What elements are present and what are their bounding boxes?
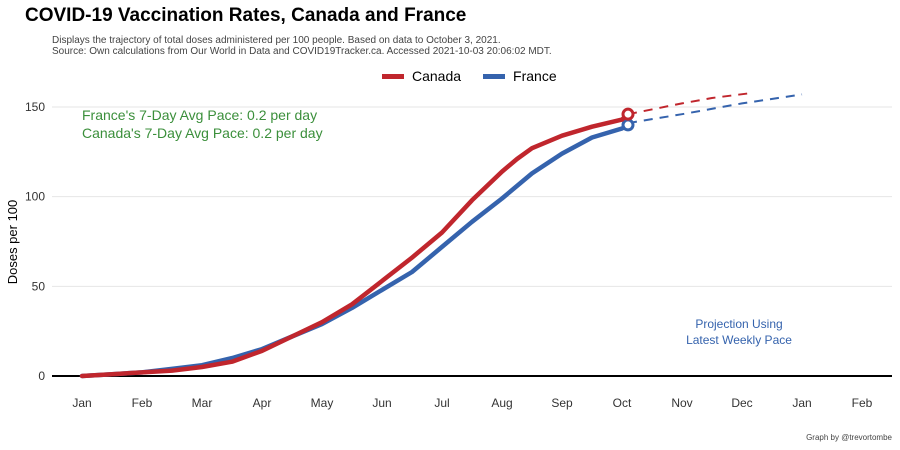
annotation-0: France's 7-Day Avg Pace: 0.2 per day xyxy=(82,107,317,123)
x-tick-label-sep-8: Sep xyxy=(551,396,573,410)
legend-label-canada: Canada xyxy=(412,68,462,84)
x-tick-label-jan-0: Jan xyxy=(72,396,91,410)
legend-item-canada: Canada xyxy=(382,68,461,84)
annotation-1: Canada's 7-Day Avg Pace: 0.2 per day xyxy=(82,125,323,141)
x-tick-label-apr-3: Apr xyxy=(253,396,272,410)
x-tick-label-oct-9: Oct xyxy=(613,396,632,410)
legend-swatch-france xyxy=(483,73,506,79)
y-tick-label-150: 150 xyxy=(25,100,45,114)
projection-line-canada xyxy=(627,91,755,116)
x-tick-label-mar-2: Mar xyxy=(192,396,213,410)
x-tick-label-aug-7: Aug xyxy=(491,396,512,410)
subtitle-line-2: Source: Own calculations from Our World … xyxy=(52,46,552,57)
x-tick-label-may-4: May xyxy=(311,396,334,410)
x-tick-label-dec-11: Dec xyxy=(731,396,752,410)
annotation-2: Projection Using xyxy=(695,317,782,331)
chart-credit: Graph by @trevortombe xyxy=(806,433,892,442)
x-tick-label-feb-13: Feb xyxy=(852,396,873,410)
subtitle-line-1: Displays the trajectory of total doses a… xyxy=(52,35,501,46)
legend-label-france: France xyxy=(513,68,557,84)
y-axis-label: Doses per 100 xyxy=(5,200,20,285)
y-tick-label-0: 0 xyxy=(38,369,45,383)
endpoint-marker-canada xyxy=(621,107,635,121)
y-tick-label-50: 50 xyxy=(32,279,46,293)
legend-swatch-canada xyxy=(382,73,404,79)
projection-line-france xyxy=(627,93,803,125)
chart-title: COVID-19 Vaccination Rates, Canada and F… xyxy=(25,5,467,26)
legend: Canada France xyxy=(382,68,579,84)
legend-item-france: France xyxy=(483,68,557,84)
annotation-3: Latest Weekly Pace xyxy=(686,333,792,347)
x-tick-label-jan-12: Jan xyxy=(792,396,811,410)
series-line-canada xyxy=(79,111,631,379)
endpoint-marker-france xyxy=(621,118,635,132)
x-tick-label-jul-6: Jul xyxy=(434,396,449,410)
x-tick-label-jun-5: Jun xyxy=(372,396,391,410)
chart-subtitle: Displays the trajectory of total doses a… xyxy=(52,35,552,57)
x-tick-label-nov-10: Nov xyxy=(671,396,692,410)
series-line-france xyxy=(79,122,631,379)
x-tick-label-feb-1: Feb xyxy=(132,396,153,410)
y-tick-label-100: 100 xyxy=(25,190,45,204)
